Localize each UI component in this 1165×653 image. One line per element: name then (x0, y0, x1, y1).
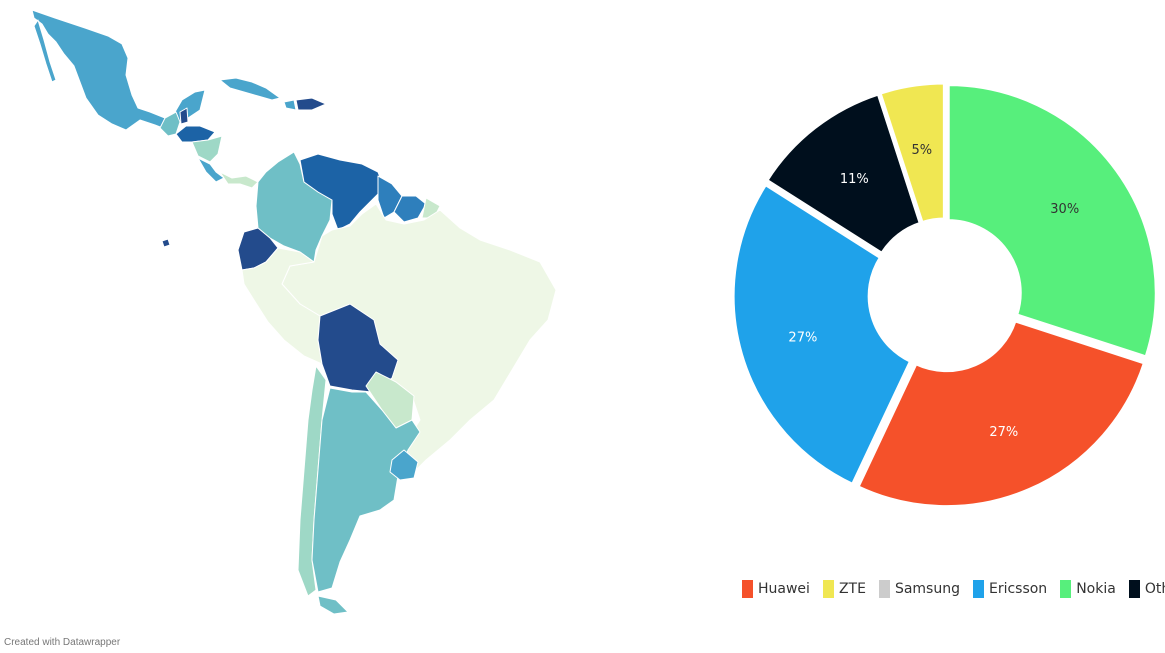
slice-ericsson (731, 183, 913, 486)
country-cuba (219, 77, 281, 101)
legend-item-others: Others (1128, 580, 1165, 598)
legend-swatch (878, 580, 890, 598)
chart-legend: Huawei ZTE Samsung Ericsson Nokia Others (742, 578, 1165, 600)
latin-america-map (31, 9, 557, 615)
legend-label: Others (1144, 581, 1165, 597)
country-galapagos (161, 238, 171, 248)
legend-item-zte: ZTE (822, 580, 866, 598)
slice-label-others: 11% (840, 172, 869, 187)
legend-swatch (822, 580, 834, 598)
country-argentina (311, 387, 421, 593)
map-countries (31, 9, 557, 615)
slice-others (765, 92, 922, 255)
donut-chart: 30% 27% 27% 11% 5% (731, 81, 1158, 509)
country-belize (179, 107, 189, 125)
legend-label: ZTE (838, 581, 866, 597)
country-dominican-republic (295, 97, 327, 111)
slice-label-huawei: 27% (989, 425, 1018, 440)
country-panama (219, 171, 259, 189)
slice-nokia (946, 83, 1158, 359)
country-uruguay (389, 449, 419, 481)
country-tierra-del-fuego (317, 595, 349, 615)
country-haiti (283, 99, 297, 111)
legend-swatch (742, 580, 753, 598)
legend-item-ericsson: Ericsson (972, 580, 1048, 598)
slice-label-zte: 5% (912, 143, 933, 158)
donut-slices (731, 81, 1158, 509)
slice-label-nokia: 30% (1050, 202, 1079, 217)
country-venezuela (299, 153, 385, 231)
legend-swatch (972, 580, 984, 598)
slice-label-ericsson: 27% (788, 330, 817, 345)
legend-label: Ericsson (988, 581, 1048, 597)
country-honduras (175, 125, 216, 143)
credit-text: Created with Datawrapper (4, 637, 121, 648)
donut-labels: 30% 27% 27% 11% 5% (788, 143, 1079, 440)
legend-label: Samsung (894, 581, 960, 597)
slice-zte (878, 81, 946, 225)
country-peru (241, 247, 323, 365)
slice-huawei (856, 319, 1146, 509)
legend-swatch (1128, 580, 1140, 598)
country-suriname (393, 195, 427, 223)
country-nicaragua (191, 135, 223, 163)
legend-label: Huawei (758, 581, 810, 597)
legend-item-huawei: Huawei (742, 580, 810, 598)
legend-swatch (1060, 580, 1072, 598)
country-guatemala (159, 111, 181, 137)
legend-item-nokia: Nokia (1060, 580, 1116, 598)
country-mexico (31, 9, 206, 131)
legend-label: Nokia (1076, 581, 1116, 597)
legend-item-samsung: Samsung (878, 580, 960, 598)
